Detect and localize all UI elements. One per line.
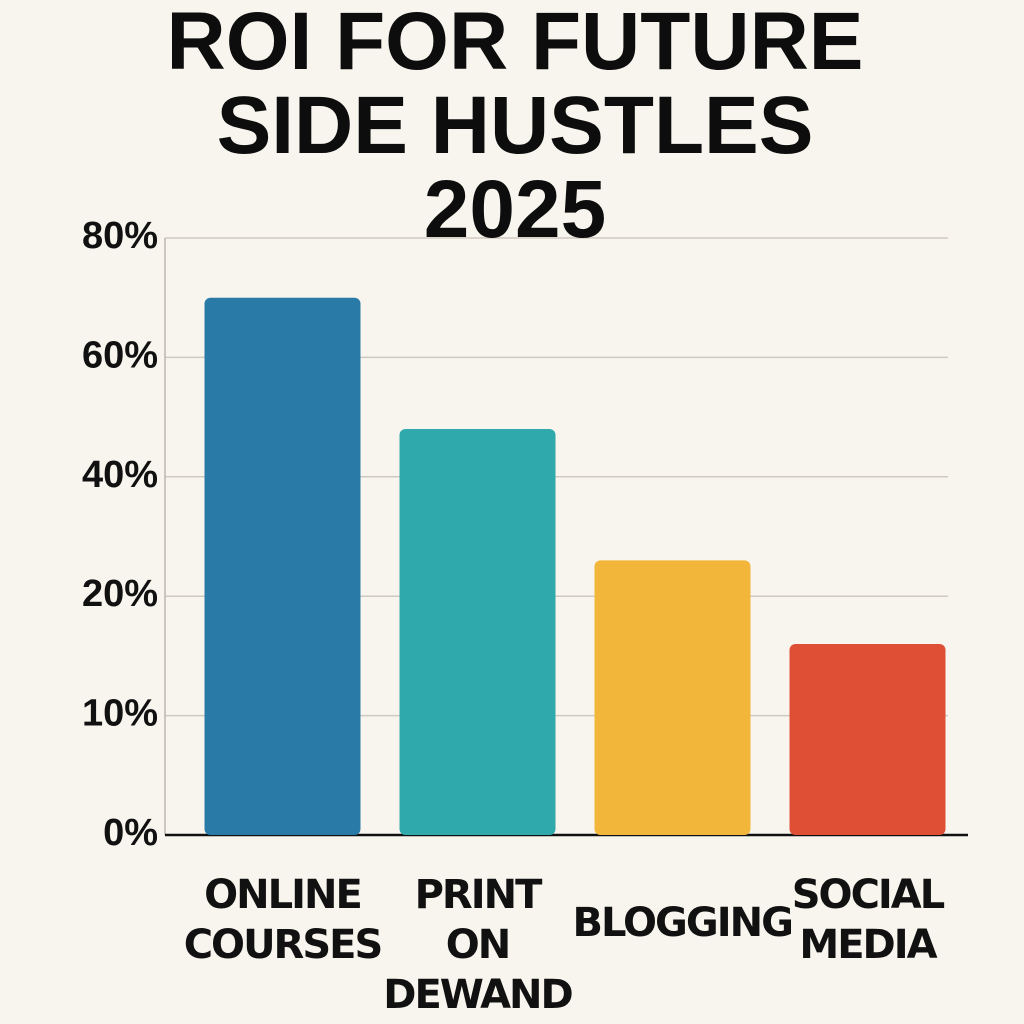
y-tick-label: 60% xyxy=(82,334,158,376)
bar xyxy=(789,643,946,835)
bar xyxy=(594,560,751,835)
y-tick-label: 40% xyxy=(82,454,158,496)
bar xyxy=(399,429,556,835)
chart-title: ROI FOR FUTURE SIDE HUSTLES 2025 xyxy=(166,0,864,255)
y-tick-label: 80% xyxy=(82,215,158,257)
y-tick-label: 0% xyxy=(103,812,158,854)
x-tick-label: ONLINE COURSES xyxy=(183,872,384,968)
x-tick-label: BLOGGING xyxy=(572,900,794,946)
x-tick-label: SOCIAL MEDIA xyxy=(791,872,946,968)
y-tick-label: 20% xyxy=(82,573,158,615)
x-tick-label: PRINT ON DEWAND xyxy=(383,872,574,1018)
y-tick-label: 10% xyxy=(82,693,158,735)
bar xyxy=(204,297,361,835)
